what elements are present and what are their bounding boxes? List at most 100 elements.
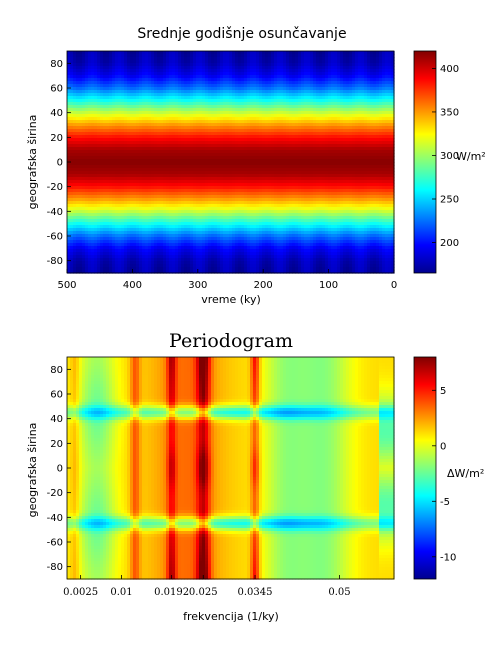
heat-cell xyxy=(235,153,239,157)
heat-cell xyxy=(145,156,149,160)
heat-cell xyxy=(334,156,338,160)
heat-cell xyxy=(115,153,119,157)
heat-cell xyxy=(160,147,164,151)
heat-cell xyxy=(226,126,230,130)
heat-cell xyxy=(364,126,368,130)
heat-cell xyxy=(193,159,197,163)
heat-cell xyxy=(169,150,173,154)
heat-cell xyxy=(298,180,302,184)
heat-cell xyxy=(82,93,86,97)
heat-cell xyxy=(268,123,272,127)
heat-cell xyxy=(76,57,80,61)
heat-cell xyxy=(280,111,284,115)
heat-cell xyxy=(97,102,101,106)
heat-cell xyxy=(160,105,164,109)
heat-cell xyxy=(355,141,359,145)
heat-cell xyxy=(244,153,248,157)
heat-cell xyxy=(175,69,179,73)
heat-cell xyxy=(235,87,239,91)
heat-cell xyxy=(328,120,332,124)
heat-cell xyxy=(295,69,299,73)
heat-cell xyxy=(154,126,158,130)
heat-cell xyxy=(67,108,71,112)
heat-cell xyxy=(190,75,194,79)
heat-cell xyxy=(340,153,344,157)
heat-cell xyxy=(364,177,368,181)
heat-cell xyxy=(244,159,248,163)
heat-cell xyxy=(319,102,323,106)
heat-cell xyxy=(115,87,119,91)
heat-cell xyxy=(91,66,95,70)
heat-cell xyxy=(214,135,218,139)
heat-cell xyxy=(295,177,299,181)
heat-cell xyxy=(271,144,275,148)
heat-cell xyxy=(232,123,236,127)
heat-cell xyxy=(79,102,83,106)
heat-cell xyxy=(346,153,350,157)
heat-cell xyxy=(355,108,359,112)
heat-cell xyxy=(346,84,350,88)
heat-cell xyxy=(226,138,230,142)
heat-cell xyxy=(382,117,386,121)
heat-cell xyxy=(163,171,167,175)
heat-cell xyxy=(148,63,152,67)
heat-cell xyxy=(184,84,188,88)
heat-cell xyxy=(118,180,122,184)
heat-cell xyxy=(88,69,92,73)
heat-cell xyxy=(211,57,215,61)
heat-cell xyxy=(181,90,185,94)
heat-cell xyxy=(187,90,191,94)
heat-cell xyxy=(256,81,260,85)
heat-cell xyxy=(127,144,131,148)
heat-cell xyxy=(190,120,194,124)
heat-cell xyxy=(391,78,395,82)
heat-cell xyxy=(115,63,119,67)
heat-cell xyxy=(202,153,206,157)
heat-cell xyxy=(115,57,119,61)
heat-cell xyxy=(97,123,101,127)
heat-cell xyxy=(244,57,248,61)
heat-cell xyxy=(232,117,236,121)
heat-cell xyxy=(307,99,311,103)
heat-cell xyxy=(289,105,293,109)
heat-cell xyxy=(217,168,221,172)
heat-cell xyxy=(382,99,386,103)
heat-cell xyxy=(313,180,317,184)
heat-cell xyxy=(337,78,341,82)
heat-cell xyxy=(331,90,335,94)
heat-cell xyxy=(154,174,158,178)
heat-cell xyxy=(238,129,242,133)
heat-cell xyxy=(370,153,374,157)
heat-cell xyxy=(337,129,341,133)
heat-cell xyxy=(127,123,131,127)
heat-cell xyxy=(73,60,77,64)
heat-cell xyxy=(178,156,182,160)
heat-cell xyxy=(121,90,125,94)
heat-cell xyxy=(343,138,347,142)
heat-cell xyxy=(301,168,305,172)
heat-cell xyxy=(97,168,101,172)
heat-cell xyxy=(211,129,215,133)
heat-cell xyxy=(298,87,302,91)
heat-cell xyxy=(70,165,74,169)
heat-cell xyxy=(109,69,113,73)
heat-cell xyxy=(106,129,110,133)
heat-cell xyxy=(343,66,347,70)
heat-cell xyxy=(331,99,335,103)
heat-cell xyxy=(262,111,266,115)
heat-cell xyxy=(115,132,119,136)
heat-cell xyxy=(100,108,104,112)
heat-cell xyxy=(205,84,209,88)
heat-cell xyxy=(373,63,377,67)
heat-cell xyxy=(313,159,317,163)
heat-cell xyxy=(262,87,266,91)
heat-cell xyxy=(367,66,371,70)
heat-cell xyxy=(325,93,329,97)
heat-cell xyxy=(154,183,158,187)
heat-cell xyxy=(217,57,221,61)
heat-cell xyxy=(298,168,302,172)
heat-cell xyxy=(205,132,209,136)
heat-cell xyxy=(202,99,206,103)
heat-cell xyxy=(265,105,269,109)
heat-cell xyxy=(97,57,101,61)
